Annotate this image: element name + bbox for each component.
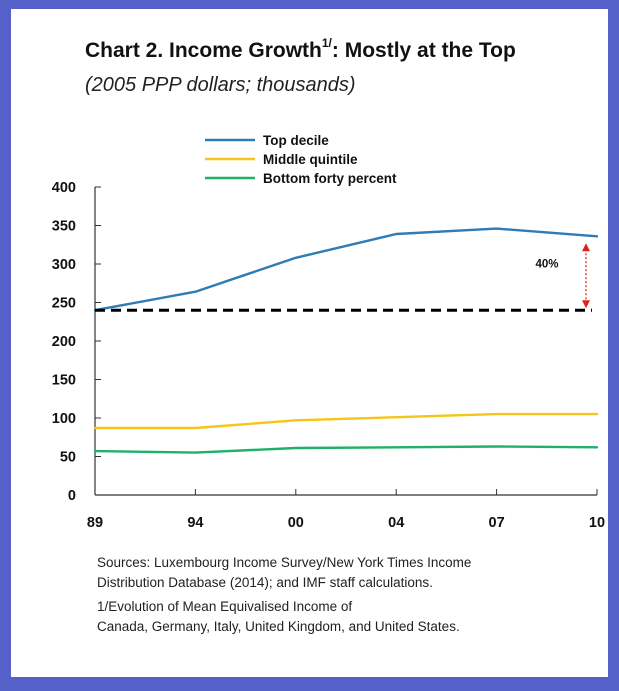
y-tick-label: 200 [52, 334, 76, 350]
x-tick-label: 10 [589, 515, 605, 531]
x-tick-label: 07 [489, 515, 505, 531]
legend-label-2: Bottom forty percent [263, 171, 397, 186]
x-tick-label: 04 [388, 515, 404, 531]
y-tick-label: 350 [52, 219, 76, 235]
x-tick-label: 89 [87, 515, 103, 531]
y-tick-label: 300 [52, 257, 76, 273]
series-line-0 [93, 227, 599, 312]
legend-label-1: Middle quintile [263, 152, 358, 167]
y-tick-label: 150 [52, 373, 76, 389]
chart-title-superscript: 1/ [321, 36, 332, 50]
sources-line-2: Distribution Database (2014); and IMF st… [97, 575, 433, 590]
series-line-1 [93, 412, 599, 430]
x-tick-label: 94 [187, 515, 203, 531]
annotation-arrow-head-top [582, 243, 590, 252]
y-tick-label: 0 [68, 488, 76, 504]
annotation-label: 40% [535, 259, 558, 271]
y-tick-label: 50 [60, 450, 76, 466]
footnote-line-1: 1/Evolution of Mean Equivalised Income o… [97, 599, 353, 614]
y-tick-label: 100 [52, 411, 76, 427]
series-line-2 [93, 445, 599, 454]
annotation-arrow-head-bottom [582, 300, 590, 309]
chart-title-main: Chart 2. Income Growth [85, 39, 322, 62]
chart-title-rest: : Mostly at the Top [331, 39, 516, 62]
footnote-line-2: Canada, Germany, Italy, United Kingdom, … [97, 619, 460, 634]
legend-label-0: Top decile [263, 133, 329, 148]
chart-title: Chart 2. Income Growth1/: Mostly at the … [85, 36, 516, 63]
y-tick-label: 250 [52, 296, 76, 312]
chart-notes: Sources: Luxembourg Income Survey/New Yo… [97, 553, 471, 637]
chart-subtitle: (2005 PPP dollars; thousands) [85, 74, 356, 96]
sources-line-1: Sources: Luxembourg Income Survey/New Yo… [97, 555, 472, 570]
y-tick-label: 400 [52, 180, 76, 196]
x-tick-label: 00 [288, 515, 304, 531]
